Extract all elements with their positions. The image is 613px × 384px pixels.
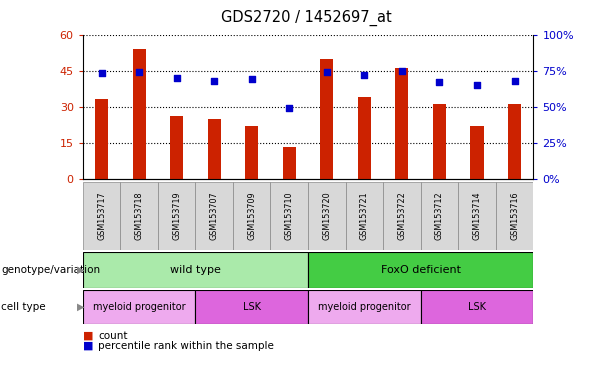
Bar xyxy=(196,290,308,324)
Bar xyxy=(95,99,108,179)
Point xyxy=(359,72,369,78)
Text: LSK: LSK xyxy=(468,302,486,312)
Point xyxy=(435,79,444,85)
Bar xyxy=(421,290,533,324)
Point xyxy=(397,68,407,74)
Point xyxy=(134,69,144,75)
Text: GSM153719: GSM153719 xyxy=(172,192,181,240)
Bar xyxy=(245,126,258,179)
Bar xyxy=(83,290,196,324)
Point xyxy=(97,70,107,76)
Point xyxy=(322,69,332,75)
Text: GSM153710: GSM153710 xyxy=(285,192,294,240)
Text: GSM153712: GSM153712 xyxy=(435,192,444,240)
Text: GSM153707: GSM153707 xyxy=(210,192,219,240)
Text: cell type: cell type xyxy=(1,302,46,312)
Bar xyxy=(320,59,333,179)
Text: ■: ■ xyxy=(83,331,93,341)
Point xyxy=(284,105,294,111)
Text: ■: ■ xyxy=(83,341,93,351)
Text: GDS2720 / 1452697_at: GDS2720 / 1452697_at xyxy=(221,10,392,26)
Bar xyxy=(308,252,533,288)
Text: GSM153721: GSM153721 xyxy=(360,192,369,240)
Bar xyxy=(508,104,521,179)
Text: LSK: LSK xyxy=(243,302,261,312)
Bar xyxy=(308,290,421,324)
Text: GSM153716: GSM153716 xyxy=(510,192,519,240)
Bar xyxy=(433,104,446,179)
Bar xyxy=(421,182,458,250)
Bar xyxy=(395,68,408,179)
Text: ▶: ▶ xyxy=(77,302,84,312)
Text: ▶: ▶ xyxy=(77,265,84,275)
Bar xyxy=(83,252,308,288)
Bar xyxy=(283,147,296,179)
Point xyxy=(172,75,181,81)
Text: GSM153718: GSM153718 xyxy=(135,192,143,240)
Bar xyxy=(308,182,346,250)
Point xyxy=(509,78,519,84)
Bar xyxy=(346,182,383,250)
Bar xyxy=(208,119,221,179)
Bar xyxy=(383,182,421,250)
Bar xyxy=(270,182,308,250)
Text: myeloid progenitor: myeloid progenitor xyxy=(93,302,185,312)
Text: GSM153717: GSM153717 xyxy=(97,192,106,240)
Point xyxy=(247,76,257,82)
Bar xyxy=(132,49,146,179)
Bar xyxy=(170,116,183,179)
Bar xyxy=(496,182,533,250)
Text: genotype/variation: genotype/variation xyxy=(1,265,101,275)
Bar xyxy=(158,182,196,250)
Bar xyxy=(196,182,233,250)
Text: wild type: wild type xyxy=(170,265,221,275)
Bar xyxy=(358,97,371,179)
Text: myeloid progenitor: myeloid progenitor xyxy=(318,302,411,312)
Text: count: count xyxy=(98,331,128,341)
Text: GSM153714: GSM153714 xyxy=(473,192,481,240)
Text: percentile rank within the sample: percentile rank within the sample xyxy=(98,341,274,351)
Bar xyxy=(458,182,496,250)
Text: GSM153720: GSM153720 xyxy=(322,192,331,240)
Text: GSM153709: GSM153709 xyxy=(247,192,256,240)
Bar xyxy=(83,182,120,250)
Point xyxy=(472,82,482,88)
Bar xyxy=(470,126,484,179)
Bar xyxy=(120,182,158,250)
Bar xyxy=(233,182,270,250)
Point xyxy=(209,78,219,84)
Text: FoxO deficient: FoxO deficient xyxy=(381,265,461,275)
Text: GSM153722: GSM153722 xyxy=(397,192,406,240)
